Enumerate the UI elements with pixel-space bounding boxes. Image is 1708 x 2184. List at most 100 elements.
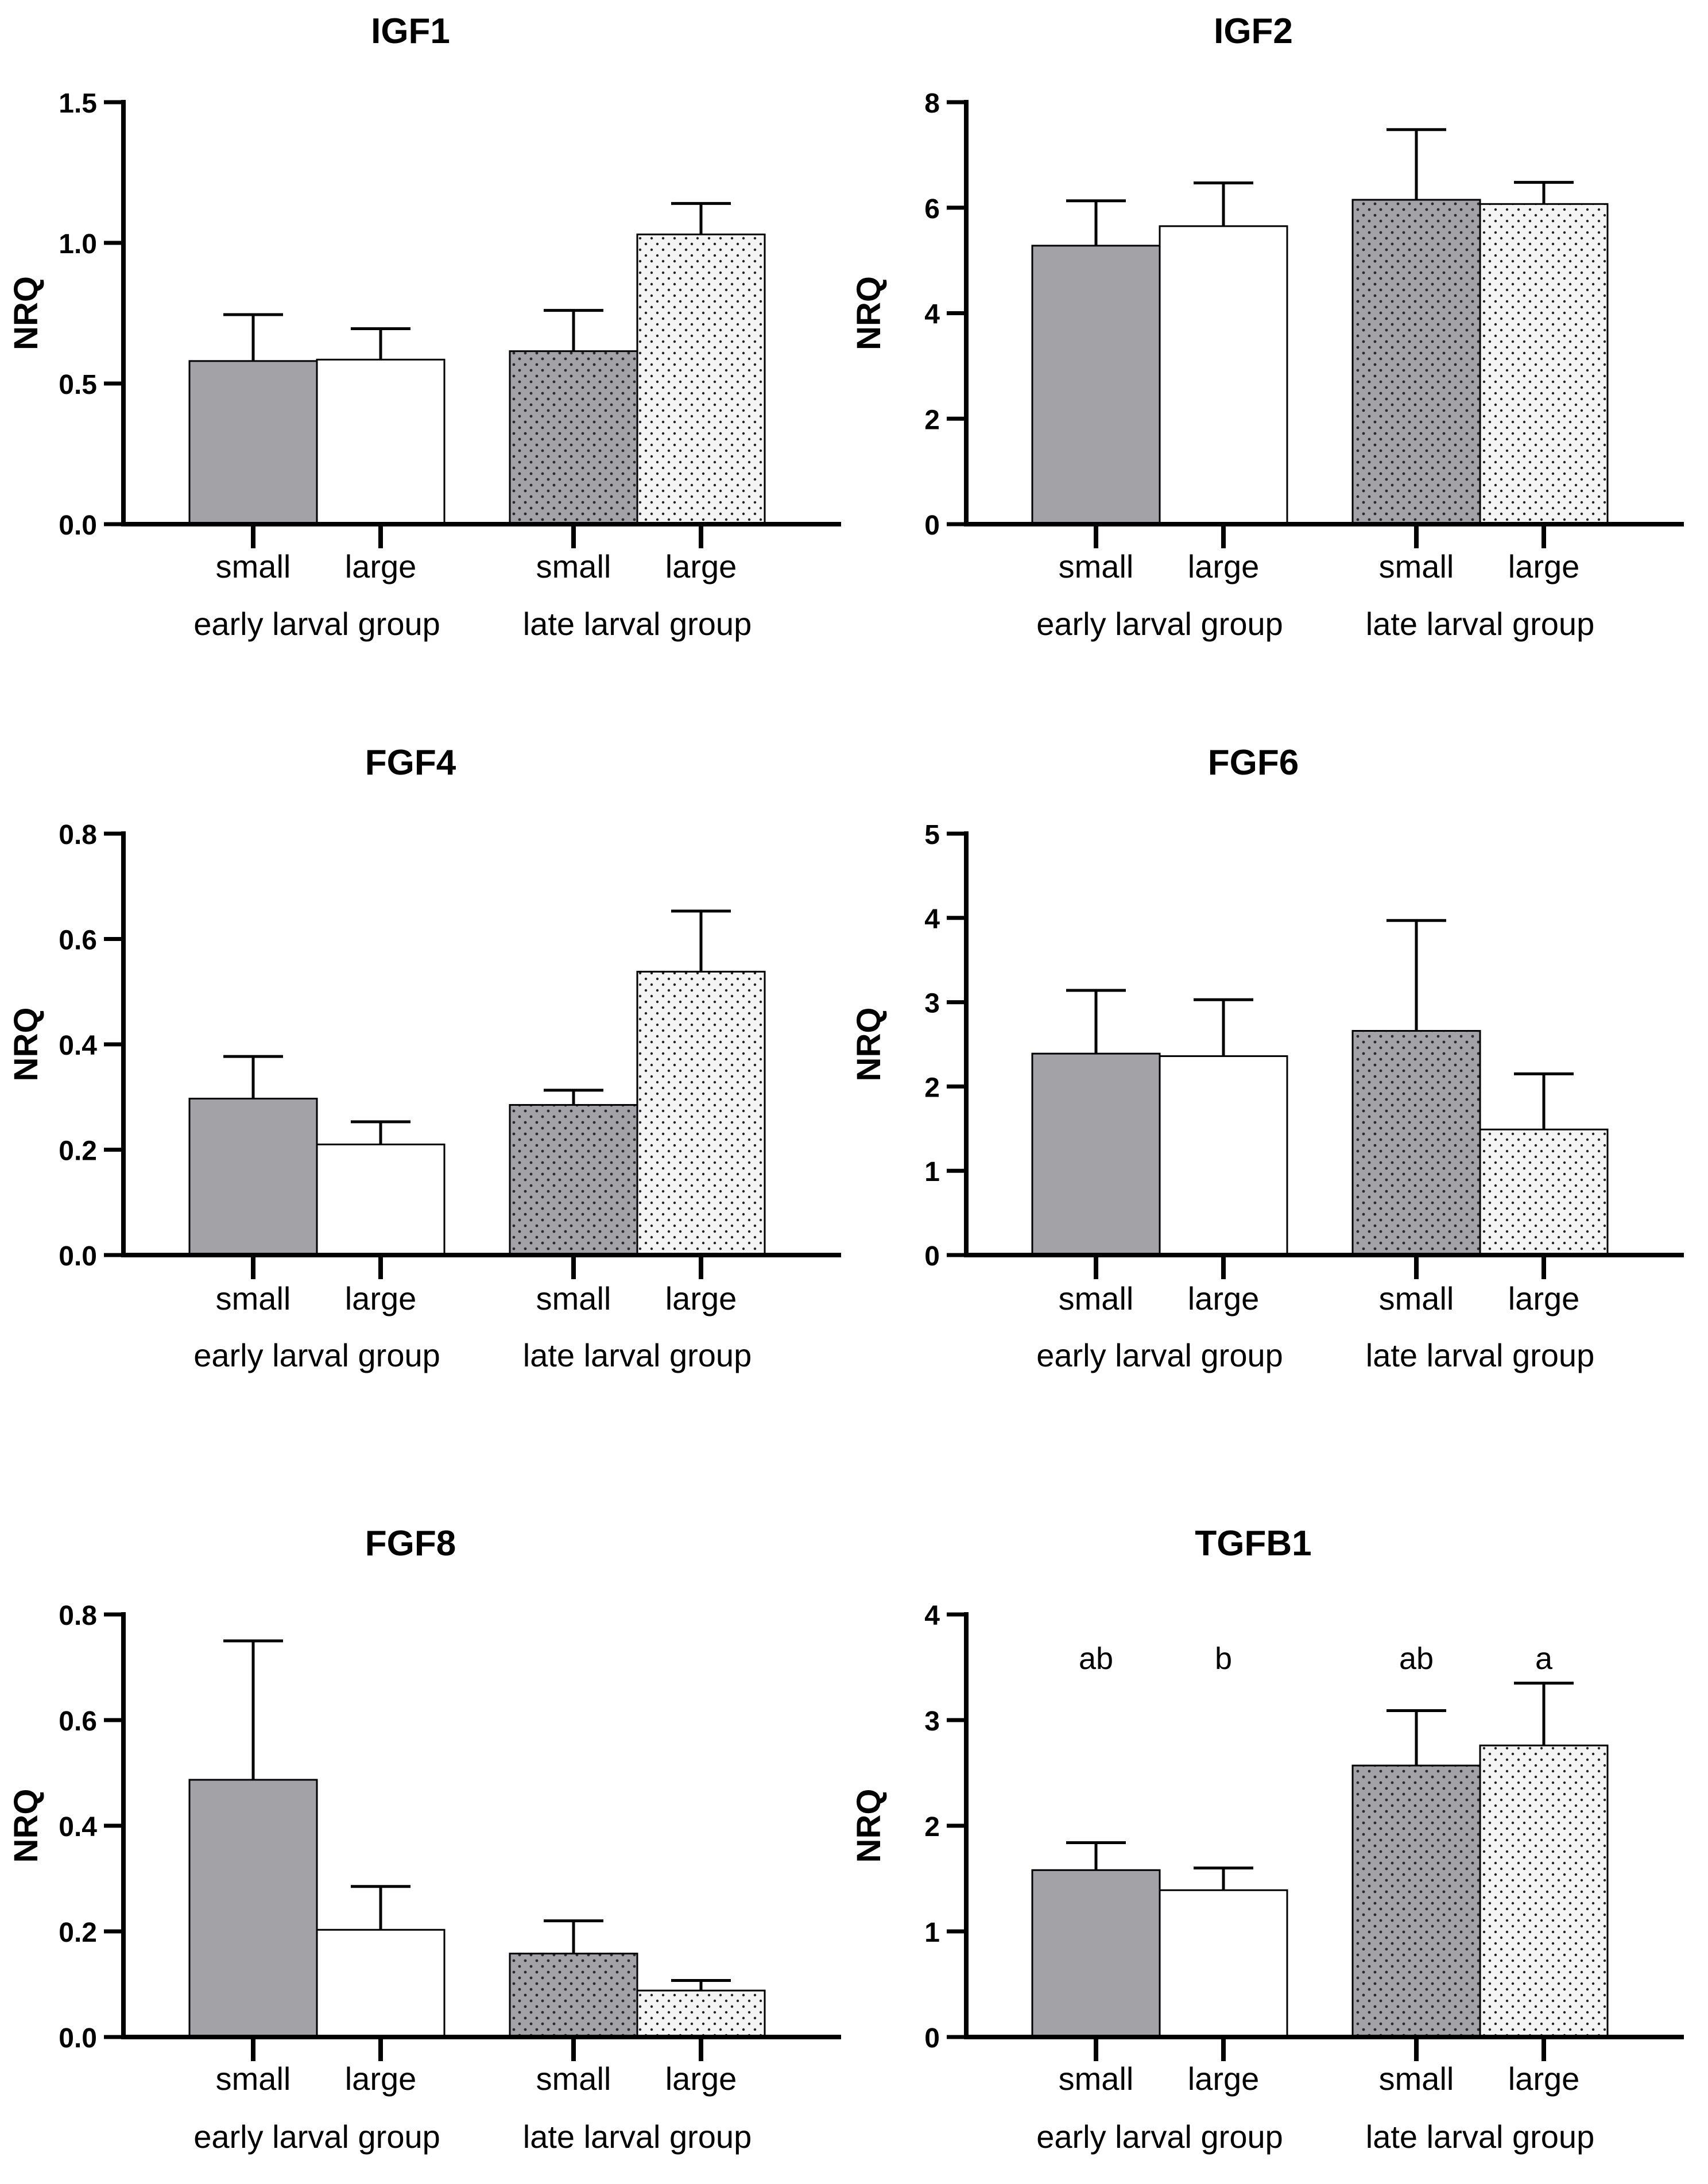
y-axis-label: NRQ [850, 1789, 888, 1863]
group-label-early: early larval group [1036, 1337, 1283, 1373]
group-label-early: early larval group [193, 1337, 440, 1373]
category-label-small-late: small [536, 2061, 611, 2097]
y-tick-label: 2 [924, 1812, 940, 1842]
significance-label: b [1215, 1641, 1232, 1676]
y-tick-label: 0.6 [59, 1706, 97, 1737]
y-tick-label: 1 [924, 1157, 940, 1187]
category-label-large-late: large [1508, 1280, 1580, 1316]
category-label-large-early: large [1188, 548, 1260, 584]
y-tick-label: 0.2 [59, 1136, 97, 1167]
category-label-small-late: small [536, 1280, 611, 1316]
panel-igf2: IGF2 NRQ small large small large early larval … [850, 11, 1684, 642]
bar-small-early [1031, 1052, 1161, 1256]
y-tick-label: 4 [924, 904, 940, 935]
bar-small-early [188, 360, 318, 525]
y-axis-label: NRQ [850, 1008, 888, 1082]
category-label-large-early: large [1188, 2061, 1260, 2097]
significance-label: a [1535, 1641, 1553, 1676]
panel-tgfb1: TGFB1 NRQ ab small b large ab small a large early … [850, 1524, 1684, 2155]
bar-large-late [1479, 203, 1609, 525]
group-label-early: early larval group [1036, 606, 1283, 642]
y-tick-label: 1.5 [59, 88, 97, 119]
category-label-small-early: small [1059, 1280, 1134, 1316]
bar-large-late [636, 233, 766, 525]
panel-igf1: IGF1 NRQ small large small large early larval … [7, 11, 841, 642]
bar-small-late [509, 350, 638, 525]
bar-small-late [509, 1104, 638, 1256]
panel-fgf8: FGF8 NRQ small large small large early larval … [7, 1524, 841, 2155]
bar-small-late [1351, 1764, 1481, 2038]
category-label-large-late: large [665, 1280, 737, 1316]
y-tick-label: 1 [924, 1918, 940, 1948]
y-tick-label: 0.0 [59, 510, 97, 541]
chart-title: IGF2 [1214, 11, 1293, 51]
category-label-small-early: small [1059, 548, 1134, 584]
category-label-large-early: large [345, 1280, 417, 1316]
category-label-large-late: large [1508, 548, 1580, 584]
bar-small-early [188, 1779, 318, 2038]
panel-fgf6: FGF6 NRQ small large small large early larval … [850, 743, 1684, 1373]
y-tick-label: 6 [924, 194, 940, 224]
category-label-small-early: small [216, 2061, 291, 2097]
y-tick-label: 0.8 [59, 1601, 97, 1631]
category-label-small-late: small [1379, 1280, 1454, 1316]
category-label-small-late: small [1379, 2061, 1454, 2097]
group-label-early: early larval group [1036, 2119, 1283, 2155]
y-tick-label: 8 [924, 88, 940, 119]
bar-small-late [509, 1953, 638, 2038]
y-tick-label: 0.5 [59, 370, 97, 400]
significance-label: ab [1399, 1641, 1434, 1676]
bar-large-early [1159, 225, 1288, 525]
y-axis-label: NRQ [7, 1008, 45, 1082]
category-label-large-late: large [1508, 2061, 1580, 2097]
group-label-early: early larval group [193, 606, 440, 642]
y-axis-label: NRQ [7, 276, 45, 350]
group-label-late: late larval group [523, 1337, 752, 1373]
chart-title: TGFB1 [1195, 1524, 1311, 1563]
y-axis-label: NRQ [850, 276, 888, 350]
category-label-small-late: small [536, 548, 611, 584]
category-label-large-early: large [1188, 1280, 1260, 1316]
chart-title: FGF8 [365, 1524, 456, 1563]
bar-large-late [1479, 1744, 1609, 2038]
group-label-late: late larval group [523, 2119, 752, 2155]
category-label-small-early: small [216, 548, 291, 584]
category-label-large-early: large [345, 2061, 417, 2097]
bar-small-early [1031, 1869, 1161, 2038]
category-label-small-late: small [1379, 548, 1454, 584]
y-tick-label: 2 [924, 1072, 940, 1103]
bar-large-late [1479, 1128, 1609, 1256]
y-tick-label: 2 [924, 405, 940, 435]
bar-small-late [1351, 1030, 1481, 1256]
group-label-late: late larval group [1366, 606, 1594, 642]
category-label-large-early: large [345, 548, 417, 584]
y-tick-label: 0 [924, 1241, 940, 1272]
category-label-large-late: large [665, 548, 737, 584]
y-tick-label: 0.0 [59, 2023, 97, 2054]
y-axis-label: NRQ [7, 1789, 45, 1863]
y-tick-label: 0.2 [59, 1918, 97, 1948]
y-tick-label: 1.0 [59, 229, 97, 260]
y-tick-label: 3 [924, 989, 940, 1019]
category-label-large-late: large [665, 2061, 737, 2097]
bar-large-late [636, 970, 766, 1256]
bar-small-early [1031, 245, 1161, 525]
panel-fgf4: FGF4 NRQ small large small large early larval … [7, 743, 841, 1373]
y-tick-label: 0.4 [59, 1031, 97, 1061]
y-tick-label: 5 [924, 820, 940, 850]
chart-title: FGF4 [365, 743, 456, 783]
bar-large-early [316, 358, 446, 525]
significance-label: ab [1079, 1641, 1113, 1676]
group-label-early: early larval group [193, 2119, 440, 2155]
y-tick-label: 0.6 [59, 926, 97, 956]
chart-title: FGF6 [1208, 743, 1299, 783]
y-tick-label: 0.8 [59, 820, 97, 850]
category-label-small-early: small [216, 1280, 291, 1316]
y-tick-label: 4 [924, 1601, 940, 1631]
category-label-small-early: small [1059, 2061, 1134, 2097]
y-tick-label: 0 [924, 2023, 940, 2054]
bar-large-early [316, 1143, 446, 1256]
y-tick-label: 0 [924, 510, 940, 541]
bar-large-early [1159, 1889, 1288, 2038]
